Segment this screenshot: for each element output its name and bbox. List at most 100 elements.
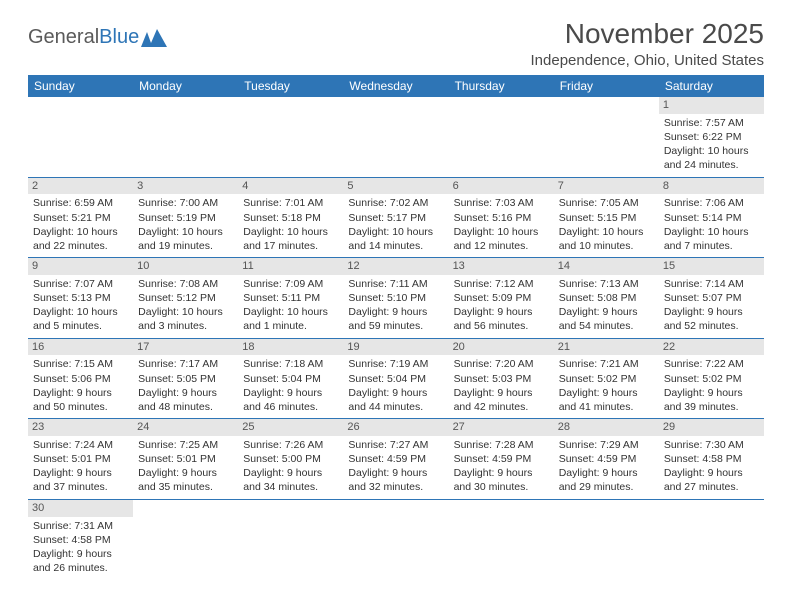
calendar-cell: 8Sunrise: 7:06 AMSunset: 5:14 PMDaylight… xyxy=(659,177,764,258)
sunrise-text: Sunrise: 7:29 AM xyxy=(559,438,654,452)
sunset-text: Sunset: 5:19 PM xyxy=(138,211,233,225)
day-number: 22 xyxy=(659,339,764,356)
day-header: Wednesday xyxy=(343,75,448,97)
daylight-text: Daylight: 10 hours and 1 minute. xyxy=(243,305,338,333)
sunset-text: Sunset: 5:15 PM xyxy=(559,211,654,225)
calendar-cell: 24Sunrise: 7:25 AMSunset: 5:01 PMDayligh… xyxy=(133,419,238,500)
day-number: 17 xyxy=(133,339,238,356)
daylight-text: Daylight: 9 hours and 26 minutes. xyxy=(33,547,128,575)
calendar-cell: 13Sunrise: 7:12 AMSunset: 5:09 PMDayligh… xyxy=(449,258,554,339)
sunset-text: Sunset: 5:01 PM xyxy=(33,452,128,466)
calendar-cell: 18Sunrise: 7:18 AMSunset: 5:04 PMDayligh… xyxy=(238,338,343,419)
day-header: Friday xyxy=(554,75,659,97)
calendar-header-row: SundayMondayTuesdayWednesdayThursdayFrid… xyxy=(28,75,764,97)
calendar-cell xyxy=(554,97,659,177)
day-number: 30 xyxy=(28,500,133,517)
daylight-text: Daylight: 10 hours and 22 minutes. xyxy=(33,225,128,253)
calendar-cell: 10Sunrise: 7:08 AMSunset: 5:12 PMDayligh… xyxy=(133,258,238,339)
calendar-cell: 12Sunrise: 7:11 AMSunset: 5:10 PMDayligh… xyxy=(343,258,448,339)
calendar-cell: 16Sunrise: 7:15 AMSunset: 5:06 PMDayligh… xyxy=(28,338,133,419)
daylight-text: Daylight: 10 hours and 7 minutes. xyxy=(664,225,759,253)
sunset-text: Sunset: 5:06 PM xyxy=(33,372,128,386)
daylight-text: Daylight: 9 hours and 56 minutes. xyxy=(454,305,549,333)
day-number: 13 xyxy=(449,258,554,275)
day-number: 23 xyxy=(28,419,133,436)
day-number: 27 xyxy=(449,419,554,436)
day-number: 25 xyxy=(238,419,343,436)
sunset-text: Sunset: 6:22 PM xyxy=(664,130,759,144)
daylight-text: Daylight: 9 hours and 39 minutes. xyxy=(664,386,759,414)
sunset-text: Sunset: 5:18 PM xyxy=(243,211,338,225)
day-header: Monday xyxy=(133,75,238,97)
sunrise-text: Sunrise: 6:59 AM xyxy=(33,196,128,210)
day-number: 10 xyxy=(133,258,238,275)
sunrise-text: Sunrise: 7:11 AM xyxy=(348,277,443,291)
sunrise-text: Sunrise: 7:31 AM xyxy=(33,519,128,533)
day-number: 18 xyxy=(238,339,343,356)
sunrise-text: Sunrise: 7:08 AM xyxy=(138,277,233,291)
daylight-text: Daylight: 9 hours and 50 minutes. xyxy=(33,386,128,414)
daylight-text: Daylight: 10 hours and 24 minutes. xyxy=(664,144,759,172)
calendar-table: SundayMondayTuesdayWednesdayThursdayFrid… xyxy=(28,75,764,579)
calendar-cell: 1 Sunrise: 7:57 AMSunset: 6:22 PMDaylight… xyxy=(659,97,764,177)
calendar-cell: 25Sunrise: 7:26 AMSunset: 5:00 PMDayligh… xyxy=(238,419,343,500)
day-header: Thursday xyxy=(449,75,554,97)
sunrise-text: Sunrise: 7:22 AM xyxy=(664,357,759,371)
sunset-text: Sunset: 5:10 PM xyxy=(348,291,443,305)
sunset-text: Sunset: 5:07 PM xyxy=(664,291,759,305)
calendar-cell xyxy=(133,97,238,177)
sunrise-text: Sunrise: 7:14 AM xyxy=(664,277,759,291)
daylight-text: Daylight: 10 hours and 12 minutes. xyxy=(454,225,549,253)
calendar-cell xyxy=(659,499,764,579)
sunrise-text: Sunrise: 7:57 AM xyxy=(664,116,759,130)
daylight-text: Daylight: 10 hours and 5 minutes. xyxy=(33,305,128,333)
sunset-text: Sunset: 4:59 PM xyxy=(454,452,549,466)
calendar-week-row: 2Sunrise: 6:59 AMSunset: 5:21 PMDaylight… xyxy=(28,177,764,258)
sunrise-text: Sunrise: 7:24 AM xyxy=(33,438,128,452)
daylight-text: Daylight: 9 hours and 54 minutes. xyxy=(559,305,654,333)
calendar-cell: 9Sunrise: 7:07 AMSunset: 5:13 PMDaylight… xyxy=(28,258,133,339)
calendar-cell xyxy=(449,499,554,579)
logo-text-part2: Blue xyxy=(99,26,139,49)
calendar-cell: 26Sunrise: 7:27 AMSunset: 4:59 PMDayligh… xyxy=(343,419,448,500)
sunrise-text: Sunrise: 7:15 AM xyxy=(33,357,128,371)
calendar-cell xyxy=(238,97,343,177)
sunrise-text: Sunrise: 7:28 AM xyxy=(454,438,549,452)
daylight-text: Daylight: 9 hours and 46 minutes. xyxy=(243,386,338,414)
sunset-text: Sunset: 5:16 PM xyxy=(454,211,549,225)
flag-icon xyxy=(141,29,167,47)
calendar-cell: 6Sunrise: 7:03 AMSunset: 5:16 PMDaylight… xyxy=(449,177,554,258)
sunrise-text: Sunrise: 7:26 AM xyxy=(243,438,338,452)
daylight-text: Daylight: 10 hours and 19 minutes. xyxy=(138,225,233,253)
day-number: 21 xyxy=(554,339,659,356)
day-header: Sunday xyxy=(28,75,133,97)
calendar-cell xyxy=(343,97,448,177)
sunrise-text: Sunrise: 7:03 AM xyxy=(454,196,549,210)
day-number: 3 xyxy=(133,178,238,195)
sunset-text: Sunset: 4:59 PM xyxy=(348,452,443,466)
daylight-text: Daylight: 9 hours and 48 minutes. xyxy=(138,386,233,414)
calendar-cell xyxy=(449,97,554,177)
day-number: 14 xyxy=(554,258,659,275)
day-number: 1 xyxy=(659,97,764,114)
daylight-text: Daylight: 9 hours and 52 minutes. xyxy=(664,305,759,333)
calendar-cell: 21Sunrise: 7:21 AMSunset: 5:02 PMDayligh… xyxy=(554,338,659,419)
calendar-cell xyxy=(238,499,343,579)
day-number: 28 xyxy=(554,419,659,436)
daylight-text: Daylight: 9 hours and 37 minutes. xyxy=(33,466,128,494)
day-number: 7 xyxy=(554,178,659,195)
title-block: November 2025 Independence, Ohio, United… xyxy=(531,18,765,69)
calendar-cell: 7Sunrise: 7:05 AMSunset: 5:15 PMDaylight… xyxy=(554,177,659,258)
calendar-cell: 5Sunrise: 7:02 AMSunset: 5:17 PMDaylight… xyxy=(343,177,448,258)
daylight-text: Daylight: 9 hours and 41 minutes. xyxy=(559,386,654,414)
calendar-cell: 29Sunrise: 7:30 AMSunset: 4:58 PMDayligh… xyxy=(659,419,764,500)
daylight-text: Daylight: 9 hours and 59 minutes. xyxy=(348,305,443,333)
sunrise-text: Sunrise: 7:06 AM xyxy=(664,196,759,210)
sunset-text: Sunset: 5:21 PM xyxy=(33,211,128,225)
calendar-week-row: 9Sunrise: 7:07 AMSunset: 5:13 PMDaylight… xyxy=(28,258,764,339)
page-root: GeneralBlue November 2025 Independence, … xyxy=(0,0,792,597)
sunset-text: Sunset: 5:02 PM xyxy=(559,372,654,386)
day-number: 9 xyxy=(28,258,133,275)
calendar-cell: 14Sunrise: 7:13 AMSunset: 5:08 PMDayligh… xyxy=(554,258,659,339)
sunrise-text: Sunrise: 7:19 AM xyxy=(348,357,443,371)
